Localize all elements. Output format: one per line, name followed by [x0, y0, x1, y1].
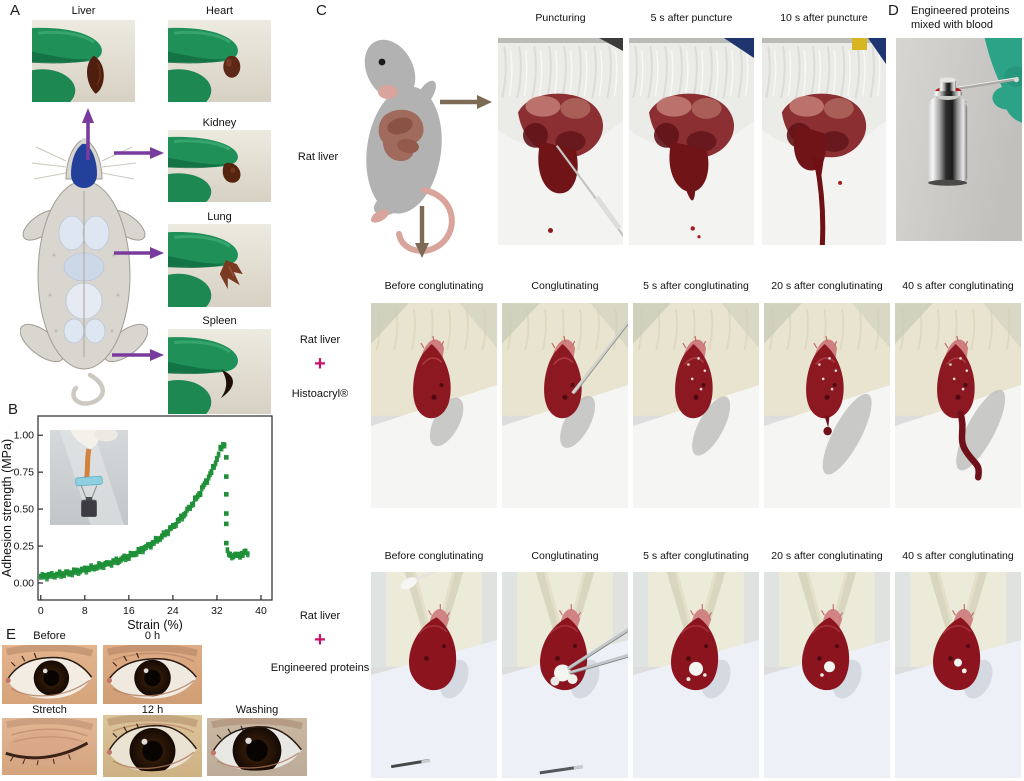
- row2-caption-1: Before conglutinating: [384, 280, 484, 292]
- mouse-tail: [396, 187, 455, 254]
- arrow-up-to-liver-icon: [82, 108, 94, 160]
- row2-caption-2: Conglutinating: [531, 280, 599, 292]
- photo-histo-conglutinating: [502, 303, 628, 508]
- eye-caption-before: Before: [33, 630, 66, 642]
- panel-c-label: C: [316, 2, 327, 19]
- arrow-down-to-rows-icon: [415, 206, 429, 258]
- arrow-right-to-spleen-icon: [112, 349, 164, 361]
- arrow-right-to-kidney-icon: [114, 147, 164, 159]
- svg-text:Strain (%): Strain (%): [127, 618, 183, 632]
- photo-eng-conglutinating: [502, 572, 628, 778]
- svg-text:32: 32: [211, 605, 223, 617]
- photo-lung: [168, 224, 271, 307]
- row2-side-label-top: Rat liver: [299, 334, 341, 346]
- eye-caption-stretch: Stretch: [32, 704, 67, 716]
- photo-puncturing: [498, 38, 623, 245]
- row1-caption-1: Puncturing: [535, 12, 586, 24]
- panel-d-caption-line2: mixed with blood: [911, 19, 993, 31]
- row2-plus-sign: +: [314, 353, 326, 375]
- row3-side-label-bottom: Engineered proteins: [270, 662, 370, 674]
- photo-liver: [32, 20, 135, 102]
- photo-10s-after-puncture: [762, 38, 886, 245]
- row1-caption-3: 10 s after puncture: [780, 12, 868, 24]
- rat-head-marking: [71, 143, 97, 188]
- photo-eye-stretch: [2, 718, 97, 775]
- chart-inset-photo: [50, 430, 128, 525]
- row2-caption-5: 40 s after conglutinating: [902, 280, 1014, 292]
- photo-eye-0h: [103, 645, 202, 704]
- photo-eng-40s: [895, 572, 1021, 778]
- panel-b-label: B: [8, 401, 19, 418]
- photo-eye-12h: [103, 715, 202, 777]
- rat-illustration: [20, 138, 148, 406]
- svg-text:16: 16: [123, 605, 135, 617]
- photo-eng-5s: [633, 572, 759, 778]
- row3-side-label-top: Rat liver: [299, 610, 341, 622]
- row1-caption-2: 5 s after puncture: [650, 12, 733, 24]
- mouse-organs: [378, 109, 424, 161]
- mouse-foot: [370, 209, 390, 223]
- organ-caption-heart: Heart: [206, 5, 233, 17]
- panel-d-caption-line1: Engineered proteins: [911, 5, 1010, 17]
- row3-plus-sign: +: [314, 629, 326, 651]
- eye-caption-0h: 0 h: [144, 630, 161, 642]
- photo-histo-before: [371, 303, 497, 508]
- organ-caption-liver: Liver: [71, 5, 96, 17]
- row1-side-label: Rat liver: [297, 151, 339, 163]
- photo-kidney: [168, 130, 271, 202]
- mouse-ear: [378, 85, 398, 99]
- row3-caption-1: Before conglutinating: [384, 550, 484, 562]
- panel-d-label: D: [888, 2, 899, 19]
- row2-caption-3: 5 s after conglutinating: [643, 280, 749, 292]
- svg-text:Adhesion strength (MPa): Adhesion strength (MPa): [0, 439, 14, 577]
- svg-text:24: 24: [167, 605, 179, 617]
- svg-text:0.75: 0.75: [14, 467, 35, 479]
- svg-text:8: 8: [82, 605, 88, 617]
- mouse-illustration: [364, 39, 455, 254]
- panel-e-label: E: [6, 626, 17, 643]
- photo-weight-lifting: [896, 38, 1022, 241]
- panel-a-label: A: [10, 2, 21, 19]
- photo-eye-before: [2, 645, 97, 704]
- svg-text:40: 40: [255, 605, 267, 617]
- photo-spleen: [168, 329, 271, 414]
- mouse-eye: [378, 58, 386, 66]
- organ-caption-spleen: Spleen: [202, 315, 237, 327]
- photo-eye-washing: [207, 718, 307, 776]
- row3-caption-3: 5 s after conglutinating: [643, 550, 749, 562]
- row3-caption-4: 20 s after conglutinating: [771, 550, 883, 562]
- row3-caption-2: Conglutinating: [531, 550, 599, 562]
- mouse-arm: [416, 80, 436, 108]
- row3-caption-5: 40 s after conglutinating: [902, 550, 1014, 562]
- organ-caption-kidney: Kidney: [202, 117, 237, 129]
- photo-histo-40s: [895, 303, 1021, 508]
- svg-text:0.25: 0.25: [14, 541, 35, 553]
- svg-text:0.00: 0.00: [14, 578, 35, 590]
- svg-text:0.50: 0.50: [14, 504, 35, 516]
- photo-histo-20s: [764, 303, 890, 508]
- row2-caption-4: 20 s after conglutinating: [771, 280, 883, 292]
- arrow-right-to-puncture-icon: [440, 95, 492, 109]
- photo-heart: [168, 20, 271, 102]
- photo-histo-5s: [633, 303, 759, 508]
- svg-text:1.00: 1.00: [14, 430, 35, 442]
- eye-caption-washing: Washing: [235, 704, 279, 716]
- svg-text:0: 0: [38, 605, 44, 617]
- photo-eng-20s: [764, 572, 890, 778]
- adhesion-strength-chart: 0 8 16 24 32 40 0.00 0.25 0.50 0.75 1.00 Strain (%)…: [0, 415, 273, 632]
- organ-caption-lung: Lung: [207, 211, 232, 223]
- photo-5s-after-puncture: [629, 38, 754, 245]
- rat-tail: [71, 372, 105, 406]
- photo-eng-before: [371, 572, 497, 778]
- arrow-right-to-lung-icon: [114, 247, 164, 259]
- row2-side-label-bottom: Histoacryl®: [291, 388, 349, 400]
- eye-caption-12h: 12 h: [141, 704, 164, 716]
